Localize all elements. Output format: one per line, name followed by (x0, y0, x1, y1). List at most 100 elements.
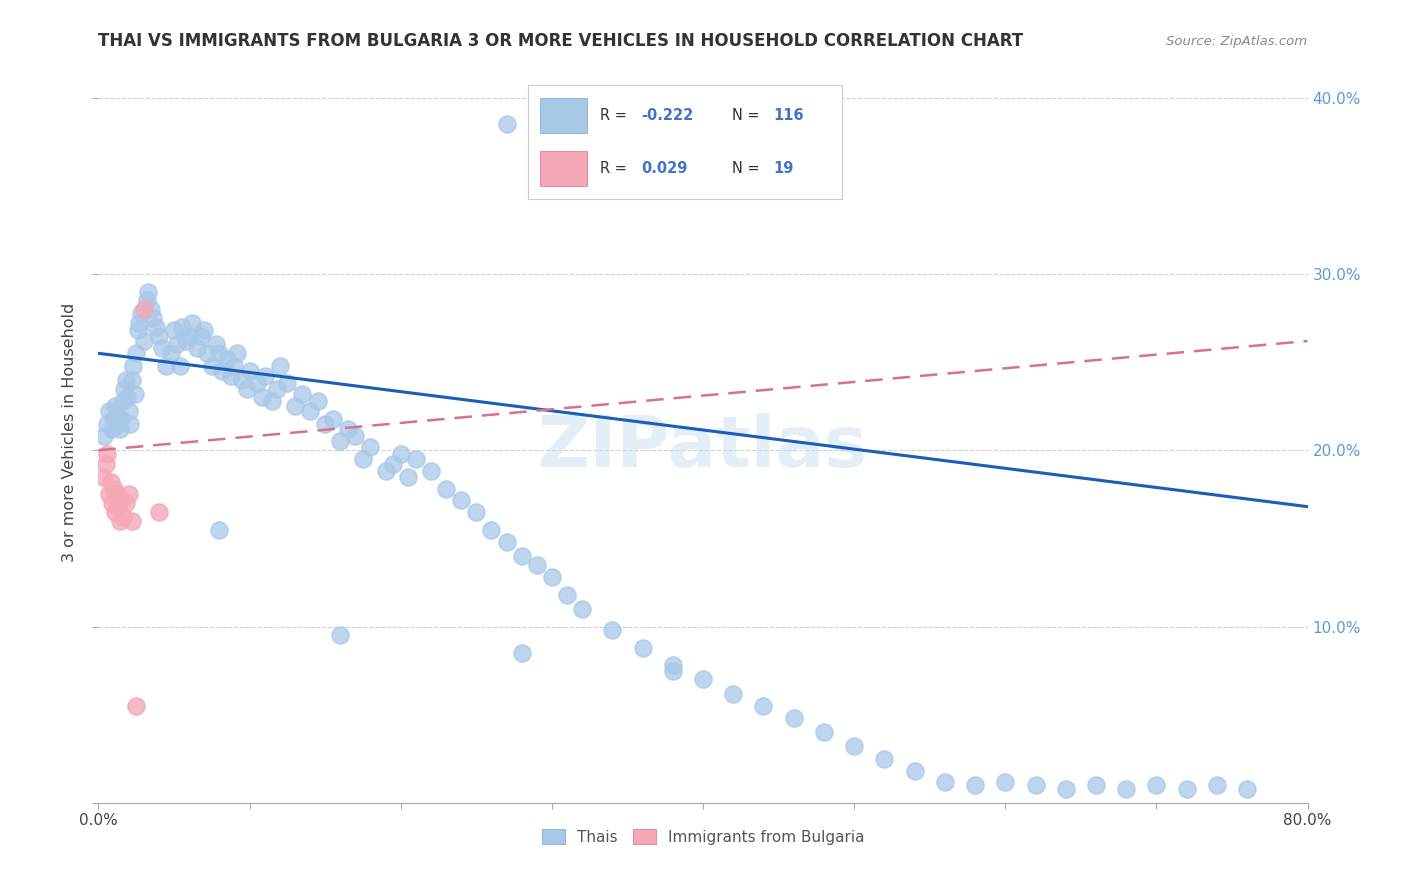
Point (307, 393, 329, 408)
Point (104, 505, 127, 519)
Point (235, 382, 257, 396)
Point (844, 739, 866, 754)
Point (1175, 781, 1198, 796)
Point (723, 686, 745, 700)
Point (396, 469, 419, 483)
Point (526, 558, 548, 572)
Point (105, 487, 128, 501)
Point (111, 393, 134, 408)
Point (239, 364, 262, 378)
Point (934, 774, 956, 789)
Point (904, 764, 927, 778)
Point (1206, 778, 1229, 792)
Point (873, 752, 896, 766)
Point (299, 404, 322, 418)
Point (1085, 778, 1108, 792)
Point (602, 623, 624, 637)
Text: THAI VS IMMIGRANTS FROM BULGARIA 3 OR MORE VEHICLES IN HOUSEHOLD CORRELATION CHA: THAI VS IMMIGRANTS FROM BULGARIA 3 OR MO… (98, 32, 1024, 50)
Point (692, 673, 714, 687)
Point (115, 390, 138, 404)
Point (163, 323, 186, 337)
Point (231, 373, 253, 387)
Point (96, 417, 118, 431)
Point (132, 302, 155, 317)
Point (124, 387, 146, 401)
Point (121, 373, 143, 387)
Point (120, 417, 142, 431)
Point (965, 778, 987, 792)
Point (104, 399, 127, 413)
Point (96, 447, 118, 461)
Point (495, 535, 517, 549)
Point (118, 487, 141, 501)
Point (571, 602, 593, 616)
Point (148, 505, 170, 519)
Point (1236, 781, 1258, 796)
Point (211, 364, 233, 378)
Point (174, 334, 197, 348)
Point (314, 417, 336, 431)
Point (201, 359, 224, 373)
Point (661, 664, 683, 678)
Point (136, 285, 159, 299)
Point (145, 319, 167, 334)
Point (208, 346, 231, 360)
Point (382, 458, 405, 472)
Point (329, 434, 352, 449)
Point (783, 711, 806, 725)
Point (107, 500, 129, 514)
Point (215, 351, 238, 366)
Point (510, 549, 533, 563)
Point (98, 404, 121, 418)
Point (813, 725, 835, 739)
Point (208, 523, 231, 537)
Point (98, 487, 121, 501)
Point (179, 328, 201, 343)
Point (93, 429, 115, 443)
Point (121, 514, 143, 528)
Point (169, 359, 191, 373)
Point (1054, 781, 1077, 796)
Point (1144, 778, 1167, 792)
Point (322, 411, 344, 425)
Point (481, 523, 503, 537)
Point (226, 346, 249, 360)
Point (495, 117, 517, 131)
Point (122, 359, 145, 373)
Point (374, 464, 396, 478)
Point (434, 482, 457, 496)
Legend: Thais, Immigrants from Bulgaria: Thais, Immigrants from Bulgaria (536, 822, 870, 851)
Point (103, 411, 125, 425)
Point (108, 514, 131, 528)
Point (555, 588, 578, 602)
Point (540, 570, 562, 584)
Y-axis label: 3 or more Vehicles in Household: 3 or more Vehicles in Household (62, 303, 77, 562)
Point (246, 376, 269, 391)
Point (114, 496, 136, 510)
Point (142, 311, 165, 326)
Point (127, 323, 149, 337)
Point (752, 698, 775, 713)
Point (420, 464, 443, 478)
Point (360, 440, 382, 454)
Point (135, 293, 157, 308)
Point (155, 359, 177, 373)
Point (111, 510, 134, 524)
Point (262, 393, 284, 408)
Text: Source: ZipAtlas.com: Source: ZipAtlas.com (1167, 35, 1308, 47)
Point (101, 496, 124, 510)
Point (150, 341, 173, 355)
Point (100, 475, 122, 489)
Point (253, 369, 276, 384)
Point (336, 422, 359, 436)
Point (170, 319, 193, 334)
Point (114, 373, 136, 387)
Point (276, 376, 298, 391)
Point (389, 447, 412, 461)
Point (108, 422, 131, 436)
Point (510, 646, 533, 660)
Point (160, 346, 183, 360)
Point (118, 404, 141, 418)
Point (112, 382, 135, 396)
Point (141, 302, 163, 317)
